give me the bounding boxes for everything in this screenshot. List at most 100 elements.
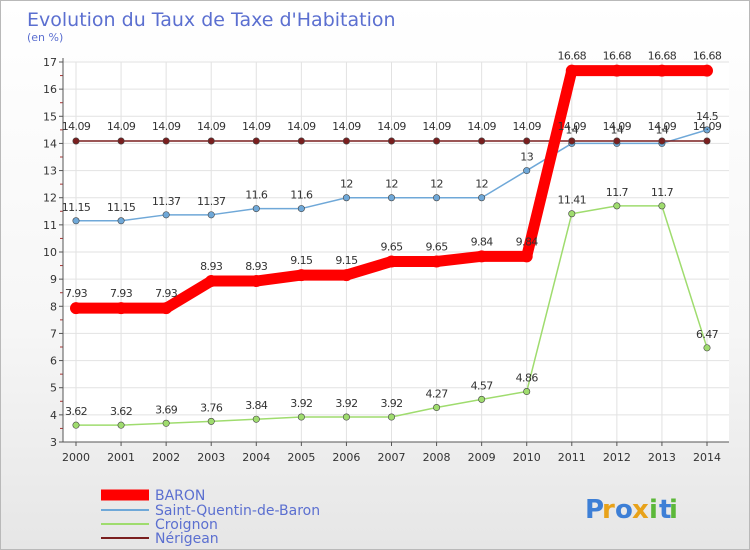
y-tick-label: 8 <box>50 300 57 313</box>
x-tick-label: 2013 <box>648 451 676 464</box>
data-point-croignon <box>387 413 395 421</box>
data-label-saint-quentin-de-baron: 14.5 <box>696 110 719 123</box>
data-point-nerigean <box>342 137 350 145</box>
data-point-croignon <box>613 202 621 210</box>
data-label-baron: 9.15 <box>290 254 313 267</box>
data-point-baron <box>610 64 623 77</box>
x-tick-label: 2005 <box>287 451 315 464</box>
data-point-saint-quentin-de-baron <box>72 217 80 225</box>
data-point-saint-quentin-de-baron <box>342 194 350 202</box>
y-tick-label: 10 <box>43 246 57 259</box>
y-axis-unit: (en %) <box>27 31 63 44</box>
data-point-saint-quentin-de-baron <box>478 194 486 202</box>
data-point-nerigean <box>207 137 215 145</box>
y-tick-label: 7 <box>50 327 57 340</box>
data-point-saint-quentin-de-baron <box>252 205 260 213</box>
x-tick-label: 2001 <box>107 451 135 464</box>
data-point-nerigean <box>387 137 395 145</box>
data-point-baron <box>205 275 218 288</box>
y-tick-label: 17 <box>43 56 57 69</box>
data-label-baron: 9.65 <box>380 241 403 254</box>
data-point-croignon <box>568 210 576 218</box>
data-label-saint-quentin-de-baron: 14 <box>565 123 578 136</box>
data-point-croignon <box>297 413 305 421</box>
data-point-baron <box>430 255 443 268</box>
data-point-nerigean <box>162 137 170 145</box>
x-tick-label: 2007 <box>378 451 406 464</box>
data-label-baron: 7.93 <box>110 287 133 300</box>
logo-letter: i <box>649 495 658 525</box>
x-tick-label: 2011 <box>558 451 586 464</box>
data-point-croignon <box>72 421 80 429</box>
data-point-nerigean <box>252 137 260 145</box>
x-tick-label: 2008 <box>423 451 451 464</box>
data-label-baron: 9.15 <box>335 254 358 267</box>
y-tick-label: 9 <box>50 273 57 286</box>
logo-letter: t <box>659 495 671 525</box>
data-label-croignon: 4.27 <box>426 388 449 401</box>
y-tick-label: 14 <box>43 137 57 150</box>
data-point-nerigean <box>72 137 80 145</box>
data-label-nerigean: 14.09 <box>467 120 496 133</box>
y-tick-label: 6 <box>50 355 57 368</box>
data-label-saint-quentin-de-baron: 12 <box>385 178 398 191</box>
data-point-baron <box>701 64 713 77</box>
y-tick-label: 5 <box>50 382 57 395</box>
y-tick-label: 13 <box>43 165 57 178</box>
data-point-baron <box>70 302 82 315</box>
data-label-croignon: 3.76 <box>200 401 223 414</box>
y-tick-label: 4 <box>50 409 57 422</box>
data-label-saint-quentin-de-baron: 14 <box>610 123 623 136</box>
data-label-baron: 16.68 <box>693 50 722 63</box>
legend-label: BARON <box>155 488 205 504</box>
data-point-nerigean <box>613 137 621 145</box>
logo-letter: x <box>632 495 649 525</box>
data-label-nerigean: 14.09 <box>287 120 316 133</box>
data-label-nerigean: 14.09 <box>377 120 406 133</box>
proxiti-logo: Pr o x i ti <box>585 495 678 525</box>
y-tick-label: 15 <box>43 110 57 123</box>
data-label-baron: 16.68 <box>603 50 632 63</box>
y-tick-label: 3 <box>50 436 57 449</box>
data-point-baron <box>385 255 398 268</box>
x-tick-label: 2002 <box>152 451 180 464</box>
data-point-baron <box>655 64 668 77</box>
data-label-croignon: 3.62 <box>110 405 132 418</box>
data-label-nerigean: 14.09 <box>422 120 451 133</box>
data-label-nerigean: 14.09 <box>107 120 136 133</box>
x-tick-label: 2003 <box>197 451 225 464</box>
data-point-croignon <box>523 388 531 396</box>
data-label-nerigean: 14.09 <box>648 120 677 133</box>
data-label-saint-quentin-de-baron: 11.37 <box>197 195 226 208</box>
data-label-croignon: 11.7 <box>651 186 674 199</box>
data-label-saint-quentin-de-baron: 11.37 <box>152 195 181 208</box>
data-point-croignon <box>433 404 441 412</box>
x-tick-label: 2014 <box>693 451 721 464</box>
data-point-saint-quentin-de-baron <box>207 211 215 219</box>
data-label-croignon: 4.57 <box>471 379 494 392</box>
x-tick-label: 2004 <box>242 451 270 464</box>
data-point-saint-quentin-de-baron <box>297 205 305 213</box>
data-point-baron <box>160 302 173 315</box>
data-point-baron <box>340 269 353 282</box>
data-label-croignon: 11.41 <box>558 194 587 207</box>
data-label-croignon: 3.62 <box>65 405 87 418</box>
data-point-nerigean <box>658 137 666 145</box>
data-point-saint-quentin-de-baron <box>523 167 531 175</box>
data-point-baron <box>475 250 488 263</box>
logo-letter: P <box>585 495 604 525</box>
data-label-nerigean: 14.09 <box>242 120 271 133</box>
logo-letter: o <box>615 495 633 525</box>
data-label-saint-quentin-de-baron: 14 <box>656 123 669 136</box>
chart-title: Evolution du Taux de Taxe d'Habitation <box>27 9 396 31</box>
data-point-croignon <box>162 419 170 427</box>
data-point-baron <box>520 250 533 263</box>
data-label-baron: 7.93 <box>65 287 88 300</box>
data-point-saint-quentin-de-baron <box>117 217 125 225</box>
data-point-croignon <box>252 415 260 423</box>
data-point-nerigean <box>478 137 486 145</box>
data-label-saint-quentin-de-baron: 12 <box>340 178 353 191</box>
x-tick-label: 2009 <box>468 451 496 464</box>
x-tick-label: 2012 <box>603 451 631 464</box>
